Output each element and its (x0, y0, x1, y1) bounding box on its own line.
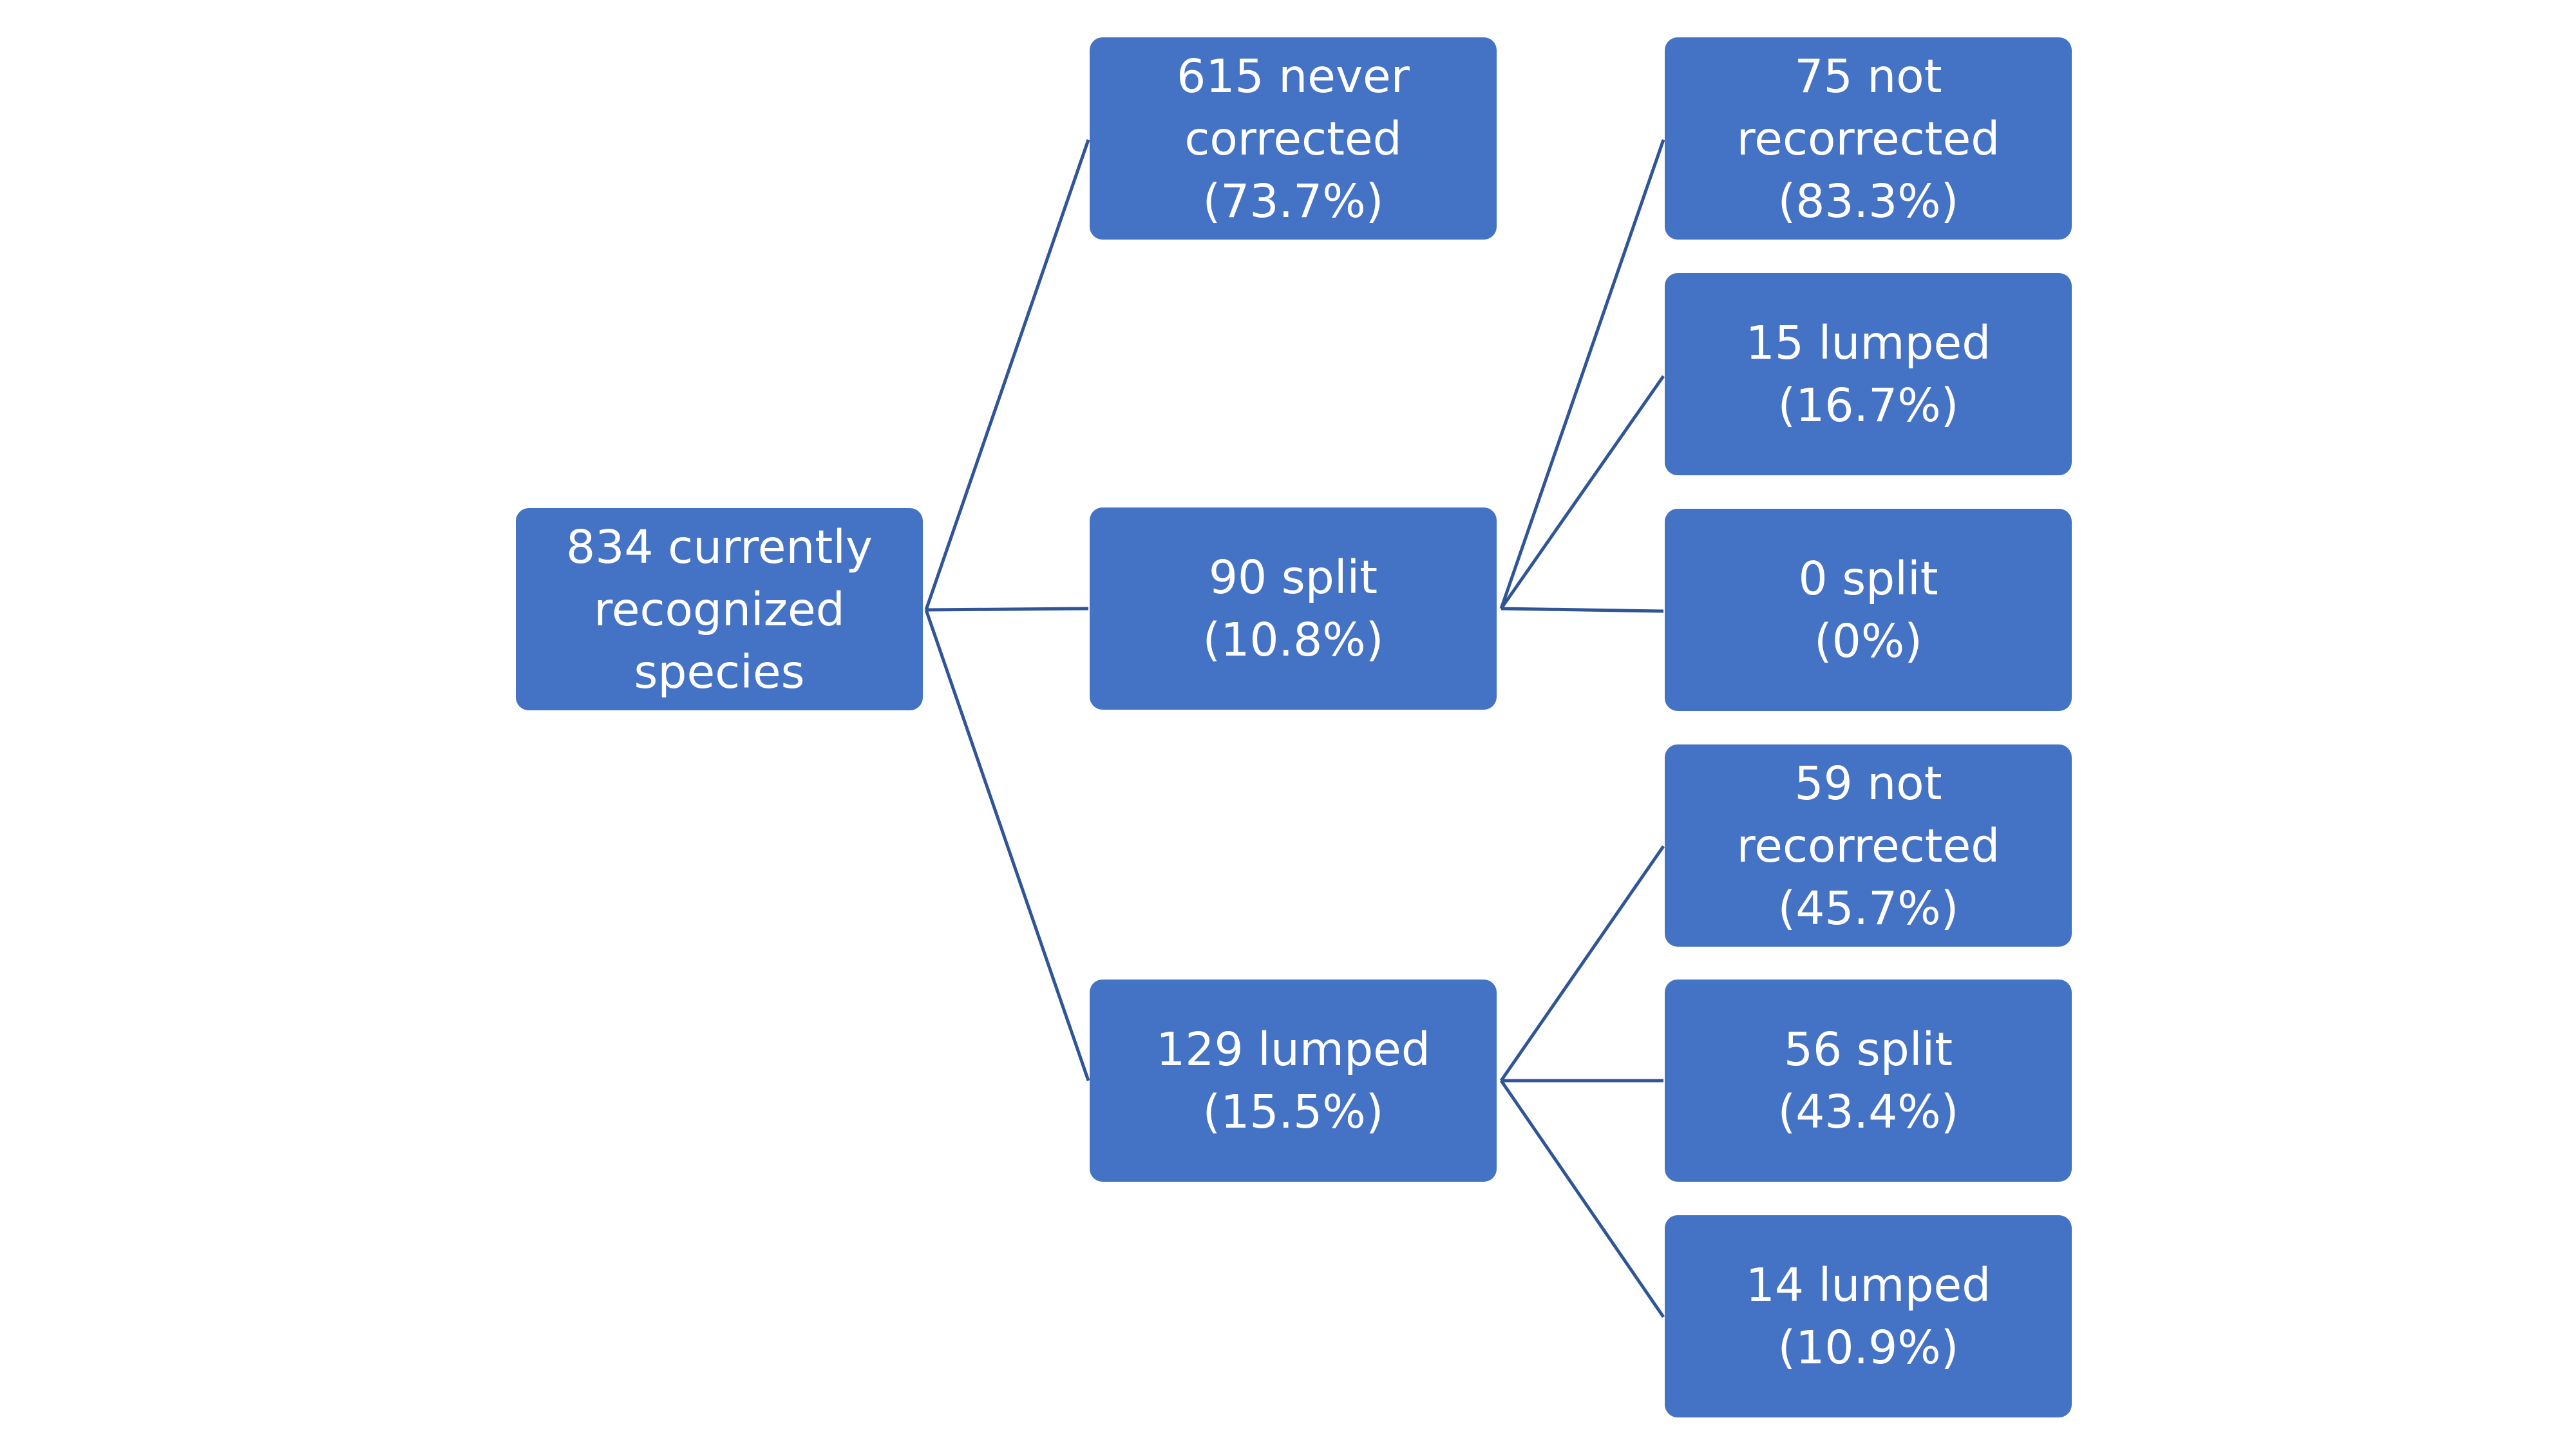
node-never-corrected-line-1: 615 never (1177, 49, 1410, 103)
node-split-not-recorrected: 75 not recorrected (83.3%) (1665, 37, 2072, 240)
node-split-lumped-line-1: 15 lumped (1745, 316, 1991, 370)
connector-root-to-never-corrected (924, 139, 1090, 611)
node-lumped-lumped-line-2: (10.9%) (1777, 1321, 1959, 1374)
connector-lumped-to-not-recorrected (1499, 845, 1665, 1082)
node-root-line-2: recognized (594, 582, 845, 636)
node-root-line-3: species (634, 645, 805, 699)
connector-split-to-lumped (1499, 375, 1665, 610)
node-lumped-split-line-1: 56 split (1783, 1023, 1953, 1076)
node-lumped-not-recorrected-line-3: (45.7%) (1777, 881, 1959, 935)
node-split-line-2: (10.8%) (1202, 613, 1384, 667)
node-lumped-line-2: (15.5%) (1202, 1085, 1384, 1139)
node-split-split-line-2: (0%) (1814, 614, 1923, 668)
node-lumped-lumped-line-1: 14 lumped (1745, 1258, 1991, 1312)
connector-split-to-not-recorrected (1499, 139, 1665, 609)
connector-lumped-to-lumped (1499, 1079, 1665, 1318)
connector-root-to-lumped (924, 609, 1090, 1081)
connector-root-to-split (925, 607, 1089, 612)
node-split-not-recorrected-line-3: (83.3%) (1777, 174, 1959, 228)
node-never-corrected: 615 never corrected (73.7%) (1090, 37, 1497, 240)
node-lumped-not-recorrected: 59 not recorrected (45.7%) (1665, 744, 2072, 947)
node-split: 90 split (10.8%) (1090, 507, 1497, 710)
node-lumped-split-line-2: (43.4%) (1777, 1085, 1959, 1139)
connector-split-to-split (1501, 607, 1664, 613)
node-split-line-1: 90 split (1208, 551, 1378, 604)
node-split-not-recorrected-line-1: 75 not (1794, 49, 1942, 103)
node-root-line-1: 834 currently (566, 520, 873, 574)
node-lumped-line-1: 129 lumped (1156, 1023, 1430, 1076)
node-lumped-split: 56 split (43.4%) (1665, 980, 2072, 1182)
node-lumped: 129 lumped (15.5%) (1090, 980, 1497, 1182)
node-split-split: 0 split (0%) (1665, 509, 2072, 711)
node-split-lumped-line-2: (16.7%) (1777, 379, 1959, 432)
node-never-corrected-line-3: (73.7%) (1202, 174, 1384, 228)
node-lumped-not-recorrected-line-2: recorrected (1736, 819, 2000, 873)
node-split-not-recorrected-line-2: recorrected (1736, 111, 2000, 166)
node-never-corrected-line-2: corrected (1184, 111, 1402, 166)
node-root: 834 currently recognized species (516, 508, 923, 710)
node-split-lumped: 15 lumped (16.7%) (1665, 273, 2072, 475)
node-split-split-line-1: 0 split (1798, 552, 1938, 605)
node-lumped-not-recorrected-line-1: 59 not (1794, 756, 1942, 810)
node-lumped-lumped: 14 lumped (10.9%) (1665, 1215, 2072, 1417)
